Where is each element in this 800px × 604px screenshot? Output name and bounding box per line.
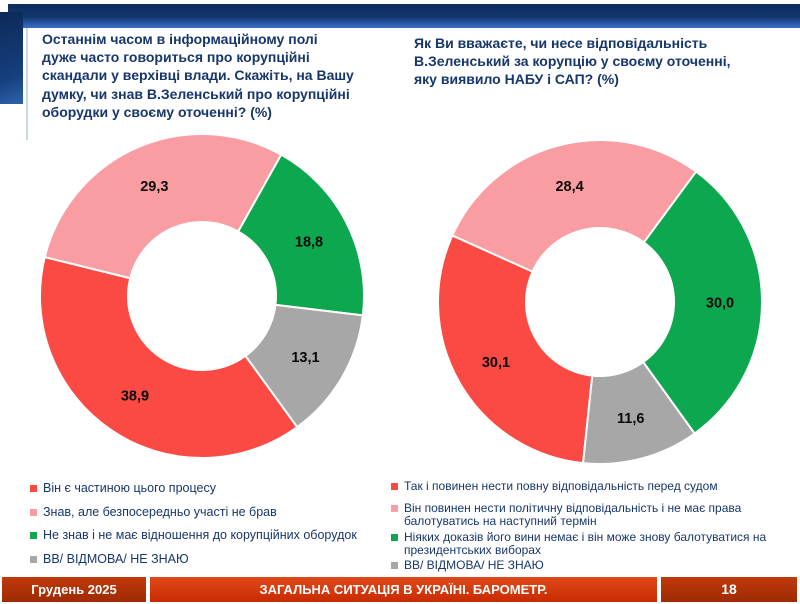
slice-value-label: 11,6 bbox=[617, 411, 644, 427]
donut-slice bbox=[39, 255, 299, 459]
donut-slice bbox=[244, 303, 364, 429]
legend-label: Він повинен нести політичну відповідальн… bbox=[404, 501, 742, 528]
legend-label: Знав, але безпосередньо участі не брав bbox=[43, 504, 277, 519]
donut-slice bbox=[43, 133, 283, 280]
legend-swatch bbox=[391, 562, 398, 569]
donut-chart-right: 30,1 28,4 30,0 11,6 bbox=[437, 139, 763, 465]
donut-slice bbox=[641, 170, 763, 435]
legend-swatch bbox=[391, 483, 398, 490]
question-right: Як Ви вважаєте, чи несе відповідальність… bbox=[414, 35, 731, 88]
title-box-edge bbox=[26, 28, 28, 140]
legend-item: Знав, але безпосередньо участі не брав bbox=[30, 504, 390, 519]
slice-value-label: 18,8 bbox=[295, 235, 323, 251]
legend-swatch bbox=[391, 534, 398, 541]
slice-value-label: 30,1 bbox=[482, 355, 510, 371]
legend-item: Він повинен нести політичну відповідальн… bbox=[391, 502, 795, 528]
legend-label: Не знав і не має відношення до корупційн… bbox=[43, 528, 357, 542]
slice-value-label: 28,4 bbox=[555, 179, 583, 195]
legend-item: ВВ/ ВІДМОВА/ НЕ ЗНАЮ bbox=[30, 551, 390, 566]
legend-label: Він є частиною цього процесу bbox=[43, 481, 216, 495]
legend-item: Так і повинен нести повну відповідальніс… bbox=[391, 480, 795, 493]
donut-slice bbox=[450, 139, 698, 273]
slice-value-label: 13,1 bbox=[291, 350, 319, 366]
legend-item: Не знав і не має відношення до корупційн… bbox=[30, 529, 390, 542]
donut-slice bbox=[236, 153, 365, 317]
legend-item: ВВ/ ВІДМОВА/ НЕ ЗНАЮ bbox=[391, 559, 795, 572]
left-accent-bar bbox=[0, 12, 23, 104]
legend-swatch bbox=[30, 508, 37, 516]
legend-right: Так і повинен нести повну відповідальніс… bbox=[391, 480, 795, 581]
legend-swatch bbox=[30, 555, 37, 563]
footer-date: Грудень 2025 bbox=[2, 577, 146, 602]
footer-page-number: 18 bbox=[661, 577, 797, 602]
question-left: Останнім часом в інформаційному полі дуж… bbox=[42, 31, 354, 120]
donut-slice bbox=[581, 360, 696, 465]
donut-slice bbox=[437, 234, 594, 465]
legend-item: Ніяких доказів його вини немає і він мож… bbox=[391, 531, 795, 557]
legend-item: Він є частиною цього процесу bbox=[30, 482, 390, 495]
legend-label: ВВ/ ВІДМОВА/ НЕ ЗНАЮ bbox=[43, 551, 189, 566]
legend-label: Ніяких доказів його вини немає і він мож… bbox=[404, 530, 767, 557]
legend-swatch bbox=[391, 505, 398, 512]
donut-chart-left: 38,9 29,3 18,8 13,1 bbox=[39, 133, 365, 459]
footer-title: ЗАГАЛЬНА СИТУАЦІЯ В УКРАЇНІ. БАРОМЕТР. bbox=[150, 577, 657, 602]
legend-left: Він є частиною цього процесу Знав, але бе… bbox=[30, 482, 390, 576]
legend-swatch bbox=[30, 485, 37, 492]
slice-value-label: 38,9 bbox=[121, 389, 149, 405]
legend-swatch bbox=[30, 532, 37, 539]
slice-value-label: 30,0 bbox=[706, 296, 734, 312]
legend-label: Так і повинен нести повну відповідальніс… bbox=[404, 479, 718, 493]
legend-label: ВВ/ ВІДМОВА/ НЕ ЗНАЮ bbox=[404, 558, 544, 572]
top-accent-bar bbox=[8, 4, 800, 28]
slice-value-label: 29,3 bbox=[140, 179, 168, 195]
